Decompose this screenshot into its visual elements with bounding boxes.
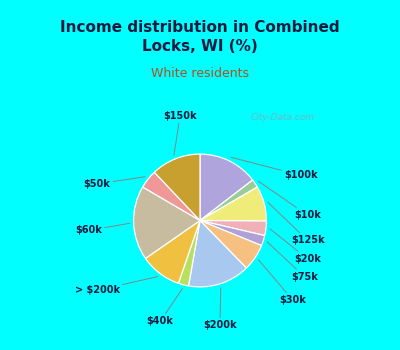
Text: $10k: $10k [258, 181, 321, 220]
Text: $30k: $30k [258, 260, 306, 305]
Wedge shape [200, 180, 257, 220]
Text: $20k: $20k [270, 229, 321, 264]
Wedge shape [200, 220, 265, 246]
Wedge shape [188, 220, 246, 287]
Text: $40k: $40k [147, 289, 182, 327]
Wedge shape [200, 187, 266, 221]
Wedge shape [200, 220, 266, 236]
Text: $50k: $50k [84, 177, 145, 189]
Text: $150k: $150k [163, 111, 197, 155]
Text: $100k: $100k [231, 158, 318, 180]
Text: $75k: $75k [267, 242, 318, 282]
Text: Income distribution in Combined
Locks, WI (%): Income distribution in Combined Locks, W… [60, 20, 340, 54]
Text: City-Data.com: City-Data.com [251, 113, 315, 122]
Wedge shape [200, 154, 253, 220]
Text: $125k: $125k [268, 202, 324, 245]
Wedge shape [200, 220, 262, 268]
Wedge shape [134, 187, 200, 258]
Text: White residents: White residents [151, 67, 249, 80]
Wedge shape [154, 154, 200, 220]
Text: $60k: $60k [75, 223, 130, 236]
Wedge shape [146, 220, 200, 283]
Text: $200k: $200k [203, 288, 237, 330]
Wedge shape [178, 220, 200, 286]
Text: > $200k: > $200k [74, 276, 158, 295]
Wedge shape [143, 172, 200, 220]
